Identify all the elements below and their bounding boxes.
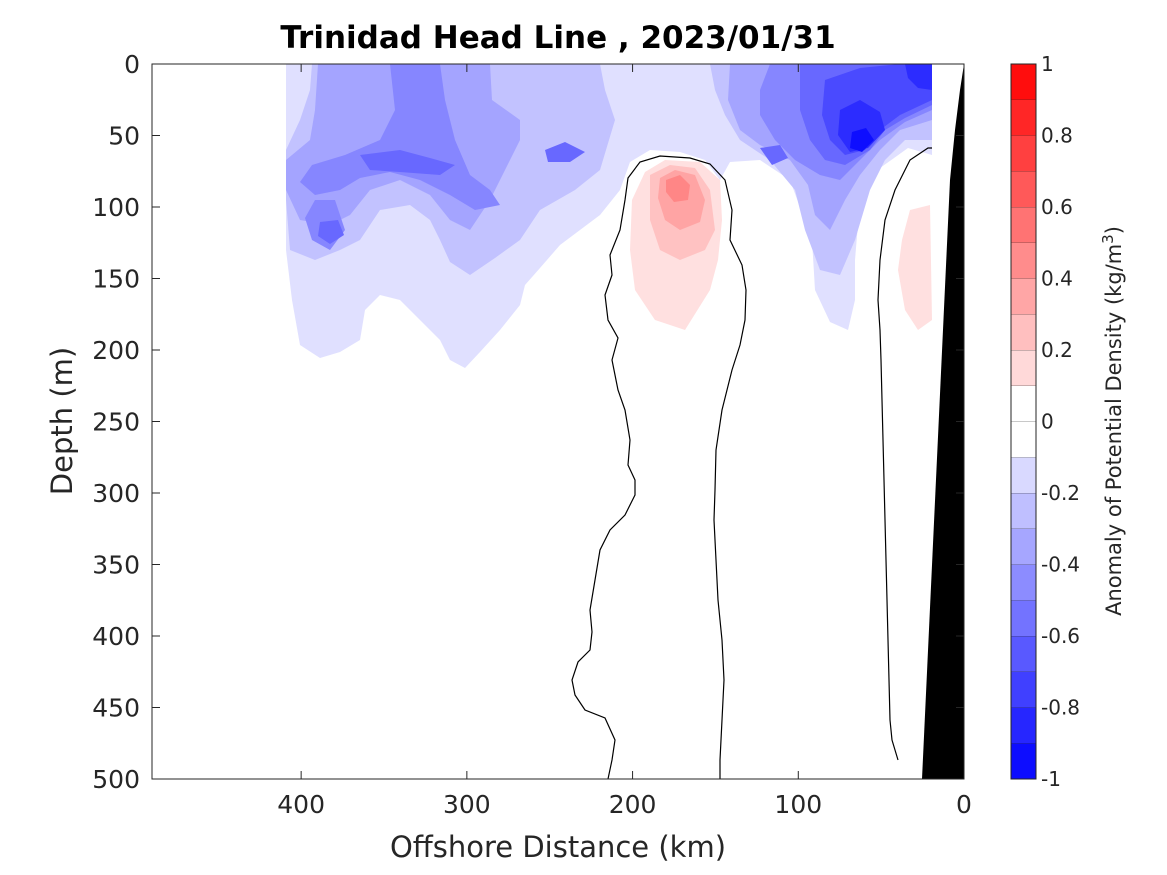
- colorbar-band: [1011, 278, 1036, 315]
- x-axis: 400 300 200 100 0: [277, 64, 972, 819]
- bathymetry: [922, 64, 964, 779]
- colorbar-tick-label: 0: [1041, 410, 1054, 434]
- colorbar-tick-label: -0.4: [1041, 553, 1080, 577]
- x-tick-label: 400: [277, 790, 325, 819]
- zero-contours: [571, 147, 932, 779]
- colorbar-tick-label: 0.4: [1041, 267, 1073, 291]
- contour-fill-neg-0.5: [360, 150, 455, 175]
- y-tick-label: 200: [92, 336, 140, 365]
- contour-fill-pos-0.1-east: [898, 205, 932, 330]
- contour-fill-neg-0.5-east2: [760, 145, 788, 165]
- y-tick-label: 150: [92, 265, 140, 294]
- colorbar-band: [1011, 242, 1036, 279]
- colorbar-band: [1011, 636, 1036, 672]
- colorbar-tick-label: 0.2: [1041, 338, 1073, 362]
- contour-fill-neg-0.7-top: [905, 64, 932, 90]
- colorbar-band: [1011, 600, 1036, 636]
- colorbar-band: [1011, 135, 1036, 172]
- colorbar-tick-label: 0.6: [1041, 195, 1073, 219]
- colorbar-band: [1011, 743, 1036, 779]
- y-axis-label: Depth (m): [45, 347, 79, 495]
- colorbar-label-superscript: 3: [1099, 234, 1117, 244]
- zero-contour-east: [877, 147, 932, 761]
- y-tick-label: 0: [124, 50, 140, 79]
- y-tick-label: 100: [92, 193, 140, 222]
- colorbar-tick-label: 0.8: [1041, 124, 1073, 148]
- contour-fill-neg-0.8: [850, 128, 874, 152]
- colorbar-tick-label: -0.6: [1041, 624, 1080, 648]
- y-tick-label: 50: [108, 122, 140, 151]
- colorbar-tick-label: 1: [1041, 52, 1054, 76]
- colorbar-tick-label: -1: [1041, 767, 1061, 791]
- chart-title: Trinidad Head Line , 2023/01/31: [280, 20, 835, 56]
- colorbar-band: [1011, 314, 1036, 350]
- y-tick-label: 350: [92, 551, 140, 580]
- colorbar-band: [1011, 64, 1036, 100]
- colorbar-band: [1011, 99, 1036, 136]
- x-tick-label: 100: [774, 790, 822, 819]
- colorbar-band: [1011, 707, 1036, 744]
- contour-fill-neg-0.5-mid: [545, 142, 585, 162]
- colorbar-band: [1011, 528, 1036, 565]
- y-tick-label: 450: [92, 694, 140, 723]
- colorbar-label: Anomaly of Potential Density (kg/m3): [1099, 226, 1126, 616]
- x-tick-label: 200: [609, 790, 657, 819]
- colorbar-band: [1011, 350, 1036, 386]
- colorbar-band: [1011, 564, 1036, 601]
- contour-fill-pos-0.4: [666, 175, 690, 202]
- colorbar-bands: [1011, 63, 1036, 779]
- zero-contour-west: [571, 155, 747, 779]
- y-tick-label: 400: [92, 622, 140, 651]
- y-tick-label: 300: [92, 479, 140, 508]
- colorbar-tick-label: -0.2: [1041, 481, 1080, 505]
- colorbar-tick-label: -0.8: [1041, 696, 1080, 720]
- contour-fills: [286, 64, 932, 368]
- colorbar-band: [1011, 207, 1036, 243]
- x-tick-label: 0: [956, 790, 972, 819]
- y-axis: 0 50 100 150 200 250 300 350 400 450 500: [92, 50, 964, 794]
- colorbar-band: [1011, 493, 1036, 529]
- colorbar-ticks: 1 0.8 0.6 0.4 0.2 0 -0.2 -0.4 -0.6 -0.8 -1: [1041, 52, 1080, 791]
- colorbar-band: [1011, 171, 1036, 207]
- colorbar-band: [1011, 385, 1036, 422]
- colorbar-frame: [1010, 63, 1037, 780]
- y-tick-label: 250: [92, 408, 140, 437]
- plot-area: [151, 63, 965, 780]
- colorbar: 1 0.8 0.6 0.4 0.2 0 -0.2 -0.4 -0.6 -0.8 -1 Anomaly…: [1010, 52, 1126, 791]
- colorbar-band: [1011, 457, 1036, 493]
- contour-fill-neg-0.5-west: [318, 220, 344, 244]
- colorbar-band: [1011, 421, 1036, 458]
- colorbar-band: [1011, 671, 1036, 708]
- x-tick-label: 300: [443, 790, 491, 819]
- y-tick-label: 500: [92, 765, 140, 794]
- contour-fill-neg-0.4: [300, 64, 500, 210]
- x-axis-label: Offshore Distance (km): [390, 830, 726, 864]
- colorbar-label-end: ): [1102, 226, 1126, 234]
